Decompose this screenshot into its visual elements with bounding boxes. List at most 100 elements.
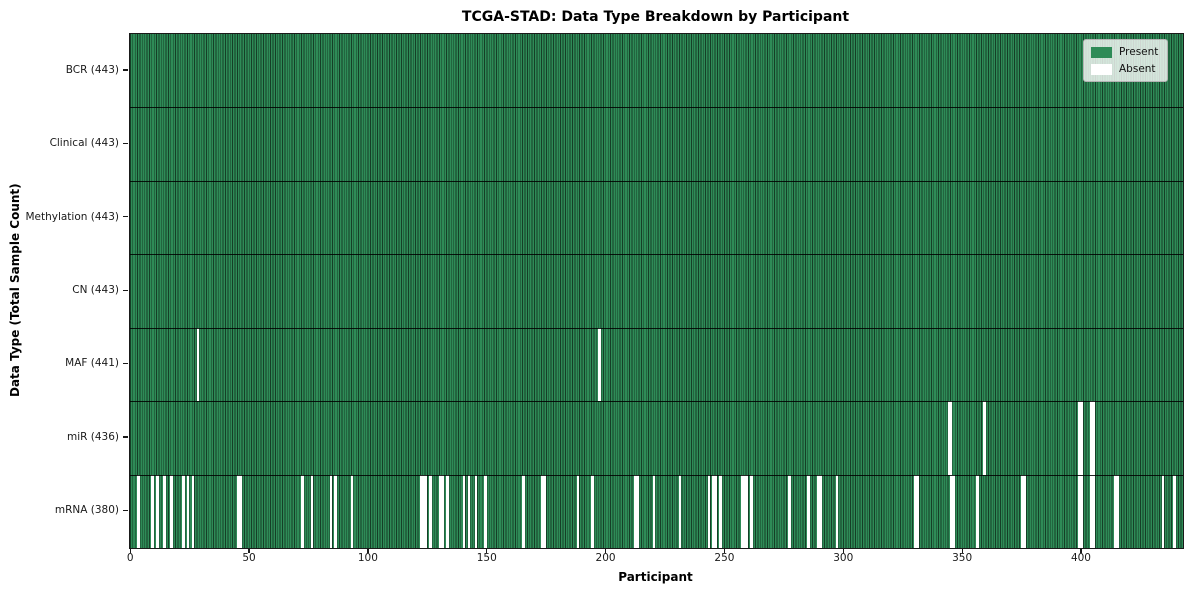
absent-mark [740, 474, 744, 548]
absent-mark [439, 474, 442, 548]
x-tick-label: 0 [126, 552, 134, 564]
absent-mark [952, 474, 955, 548]
y-tick-label: MAF (441) [65, 357, 119, 370]
absent-mark [976, 474, 979, 548]
absent-mark [1090, 474, 1093, 548]
absent-mark [541, 474, 544, 548]
absent-mark [1161, 474, 1164, 548]
absent-mark [424, 474, 428, 548]
absent-mark [182, 474, 185, 548]
absent-mark [236, 474, 240, 548]
x-axis-label: Participant [618, 570, 693, 584]
legend-swatch-absent [1091, 63, 1112, 75]
absent-mark [191, 474, 195, 548]
absent-mark [983, 401, 986, 475]
absent-mark [156, 474, 159, 548]
absent-mark [441, 474, 444, 548]
absent-mark [1078, 474, 1081, 548]
absent-mark [712, 474, 715, 548]
row-separator [130, 107, 1183, 109]
absent-mark [576, 474, 580, 548]
absent-mark [807, 474, 810, 548]
y-tick-mark [123, 509, 128, 512]
absent-mark [914, 474, 917, 548]
x-tick-label: 100 [357, 552, 378, 564]
legend-swatch-present [1091, 46, 1112, 58]
y-tick-mark [123, 436, 128, 438]
row-separator [130, 474, 1183, 476]
legend-item-present: Present [1091, 46, 1158, 58]
absent-mark [467, 474, 470, 548]
absent-mark [474, 474, 478, 548]
x-tick-label: 200 [595, 552, 616, 564]
absent-mark [239, 474, 242, 548]
y-tick-label: Clinical (443) [49, 137, 119, 150]
absent-mark [137, 474, 140, 548]
heatmap-row-miR [130, 401, 1183, 475]
absent-mark [1092, 474, 1096, 548]
absent-mark [334, 474, 337, 548]
absent-mark [446, 474, 449, 548]
absent-mark [196, 327, 199, 402]
y-tick-mark [123, 216, 128, 218]
row-separator [130, 254, 1183, 256]
absent-mark [719, 474, 722, 548]
absent-mark [707, 474, 710, 548]
absent-mark [351, 474, 354, 548]
absent-mark [1078, 401, 1081, 475]
absent-mark [950, 474, 953, 548]
row-separator [130, 180, 1183, 182]
x-tick-label: 50 [242, 552, 256, 564]
y-tick-label: BCR (443) [65, 63, 119, 76]
y-tick-mark [123, 289, 128, 291]
absent-mark [484, 474, 487, 548]
absent-mark [819, 474, 822, 548]
x-tick-mark [129, 548, 131, 553]
x-tick-mark [1080, 548, 1082, 553]
row-separator [130, 327, 1183, 329]
absent-mark [750, 474, 753, 548]
absent-mark [598, 327, 601, 402]
absent-mark [916, 474, 920, 548]
absent-mark [743, 474, 746, 548]
absent-mark [1080, 401, 1084, 475]
absent-mark [816, 474, 820, 548]
legend-label: Absent [1119, 63, 1156, 75]
heatmap-row-Methylation [130, 180, 1183, 255]
x-tick-mark [486, 548, 488, 553]
y-tick-label: miR (436) [66, 430, 119, 443]
heatmap-row-BCR [130, 34, 1183, 108]
x-tick-label: 300 [833, 552, 854, 564]
absent-mark [419, 474, 423, 548]
absent-mark [170, 474, 173, 548]
absent-mark [835, 474, 839, 548]
x-tick-mark [723, 548, 726, 553]
x-tick-mark [842, 548, 844, 553]
absent-mark [163, 474, 166, 548]
plot-area [129, 33, 1184, 549]
absent-mark [950, 401, 953, 475]
absent-mark [151, 474, 154, 548]
absent-mark [788, 474, 791, 548]
absent-mark [714, 474, 718, 548]
heatmap-row-mRNA [130, 474, 1183, 548]
chart-title: TCGA-STAD: Data Type Breakdown by Partic… [461, 9, 850, 25]
absent-mark [462, 474, 466, 548]
absent-mark [1021, 474, 1024, 548]
absent-mark [1116, 474, 1119, 548]
absent-mark [947, 401, 951, 475]
y-tick-label: Methylation (443) [25, 210, 119, 223]
y-tick-label: mRNA (380) [54, 504, 119, 517]
x-tick-label: 150 [476, 552, 497, 564]
absent-mark [310, 474, 314, 548]
absent-mark [429, 474, 432, 548]
absent-mark [522, 474, 525, 548]
legend: Present Absent [1083, 39, 1169, 82]
heatmap-row-MAF [130, 327, 1183, 402]
x-tick-mark [961, 548, 963, 553]
absent-mark [652, 474, 656, 548]
x-tick-mark [248, 548, 250, 553]
absent-mark [301, 474, 304, 548]
x-tick-label: 400 [1070, 552, 1091, 564]
